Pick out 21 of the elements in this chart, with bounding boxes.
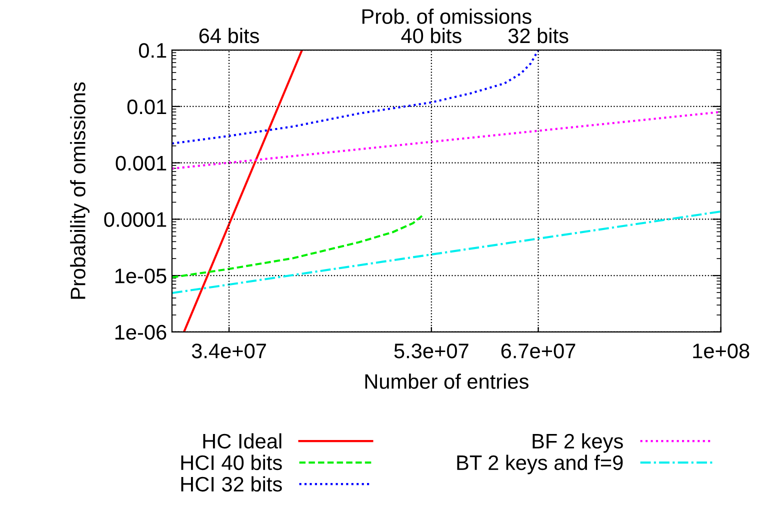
x-tick-label: 3.4e+07 <box>192 344 266 358</box>
y-tick-label: 0.001 <box>116 156 166 171</box>
x-axis-title: Number of entries <box>365 374 528 389</box>
legend-label: HCI 32 bits <box>181 476 282 492</box>
ref-line-label: 40 bits <box>401 28 462 44</box>
y-tick-label: 0.0001 <box>104 212 166 227</box>
y-tick-label: 1e-06 <box>115 324 166 340</box>
legend-label: BF 2 keys <box>532 433 623 453</box>
y-tick-label: 0.1 <box>138 43 166 58</box>
y-tick-label: 1e-05 <box>115 268 166 284</box>
ref-line-label: 64 bits <box>199 28 259 44</box>
legend-label: BT 2 keys and f=9 <box>457 454 623 474</box>
legend-label: HC Ideal <box>203 433 282 449</box>
chart-title: Prob. of omissions <box>362 8 532 24</box>
x-tick-label: 5.3e+07 <box>394 344 468 358</box>
ref-line-label: 32 bits <box>508 28 568 44</box>
legend-label: HCI 40 bits <box>181 454 282 470</box>
x-tick-label: 1e+08 <box>693 344 750 358</box>
x-tick-label: 6.7e+07 <box>501 344 576 358</box>
y-tick-label: 0.01 <box>127 99 166 114</box>
y-axis-title: Probability of omissions <box>70 82 90 299</box>
